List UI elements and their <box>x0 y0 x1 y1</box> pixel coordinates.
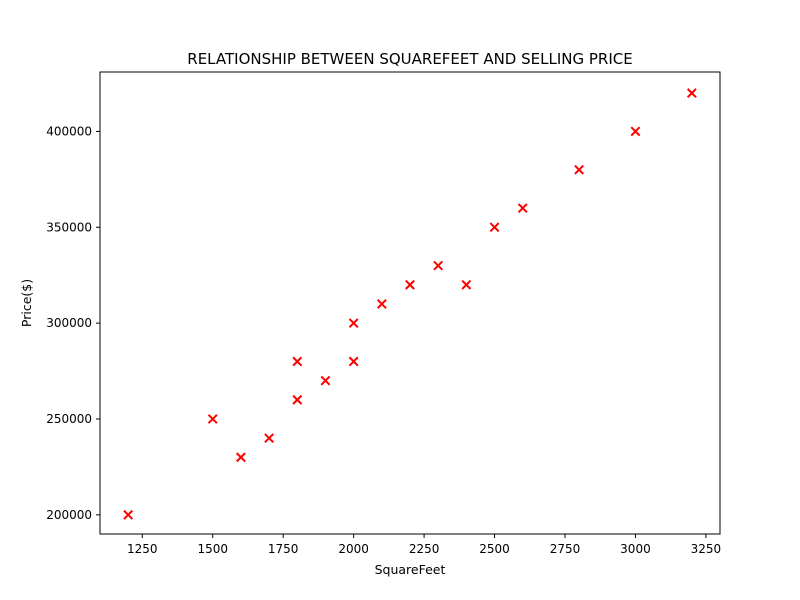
x-tick-label: 2250 <box>409 542 440 556</box>
data-point <box>264 433 274 444</box>
y-tick-label: 400000 <box>46 124 92 138</box>
data-points <box>123 88 697 520</box>
x-tick-label: 2500 <box>479 542 510 556</box>
y-tick-label: 250000 <box>46 412 92 426</box>
data-point <box>433 260 444 271</box>
x-tick-label: 1250 <box>127 542 158 556</box>
x-tick-label: 3000 <box>620 542 651 556</box>
x-tick-label: 2750 <box>550 542 581 556</box>
data-point <box>686 88 697 98</box>
data-point <box>320 375 331 386</box>
data-point <box>236 452 246 463</box>
data-point <box>489 222 500 233</box>
data-point <box>405 279 415 290</box>
data-point <box>517 203 528 214</box>
data-point <box>574 164 584 175</box>
y-axis-label: Price($) <box>19 279 34 327</box>
y-tick-label: 300000 <box>46 316 92 330</box>
x-tick-label: 3250 <box>691 542 722 556</box>
x-tick-label: 1750 <box>268 542 299 556</box>
data-point <box>376 299 387 309</box>
x-tick-label: 1500 <box>197 542 228 556</box>
data-point <box>207 414 218 424</box>
data-point <box>348 318 359 329</box>
y-axis-ticks: 200000 250000 300000 350000 400000 <box>46 124 100 522</box>
plot-area-frame <box>99 71 721 535</box>
x-axis-label: SquareFeet <box>375 562 446 577</box>
x-axis-ticks: 1250 1500 1750 2000 2250 2500 2750 3000 3250 <box>127 534 721 556</box>
x-tick-label: 2000 <box>338 542 369 556</box>
chart-title: RELATIONSHIP BETWEEN SQUAREFEET AND SELL… <box>187 50 632 68</box>
data-point <box>461 279 472 290</box>
data-point <box>292 394 303 405</box>
y-tick-label: 200000 <box>46 508 92 522</box>
data-point <box>123 509 134 520</box>
data-point <box>348 356 359 367</box>
data-point <box>630 126 641 137</box>
y-tick-label: 350000 <box>46 220 92 234</box>
data-point <box>292 356 303 367</box>
